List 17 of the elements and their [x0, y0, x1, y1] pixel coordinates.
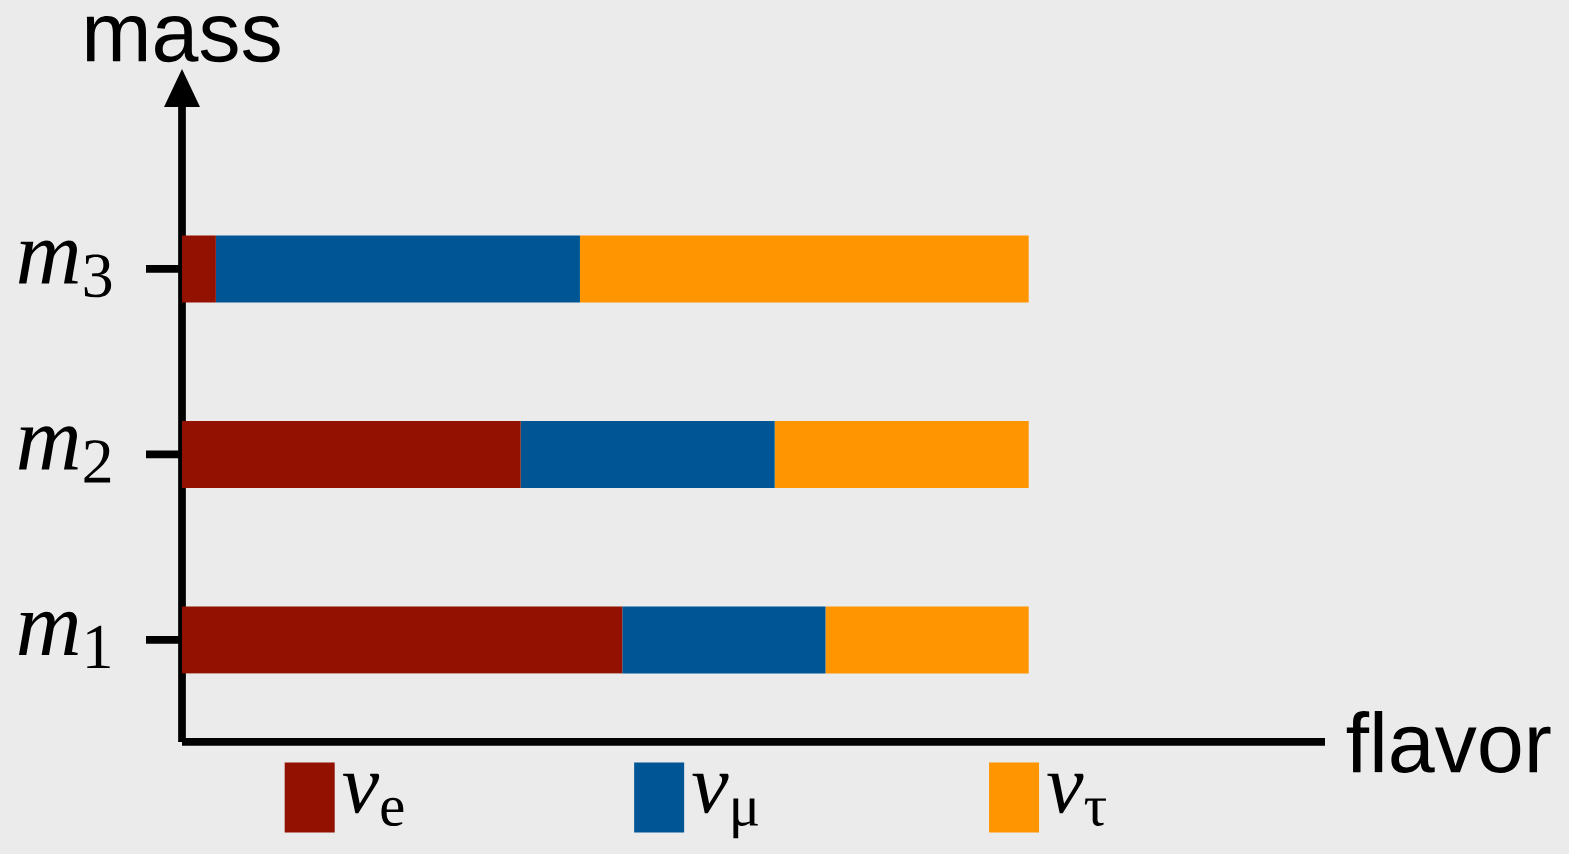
bar [774, 420, 1029, 488]
y-tick-label: m$_{2}$ [18, 426, 111, 483]
bar [182, 606, 623, 674]
y-tick-label: m$_{1}$ [18, 611, 110, 669]
y-axis-title: mass [86, 15, 280, 63]
bar [622, 606, 826, 674]
bar [215, 235, 580, 303]
legend-label: ν$_{e}$ [342, 773, 404, 827]
x-axis-title: flavor [1346, 711, 1551, 773]
legend-label: ν$_{μ}$ [692, 773, 758, 839]
bar [825, 606, 1029, 674]
bar [182, 235, 216, 303]
legend-label: ν$_{τ}$ [1047, 773, 1106, 827]
y-tick-label: m$_{3}$ [18, 240, 112, 298]
bar [182, 420, 521, 488]
bar [579, 235, 1029, 303]
bar [520, 420, 775, 488]
